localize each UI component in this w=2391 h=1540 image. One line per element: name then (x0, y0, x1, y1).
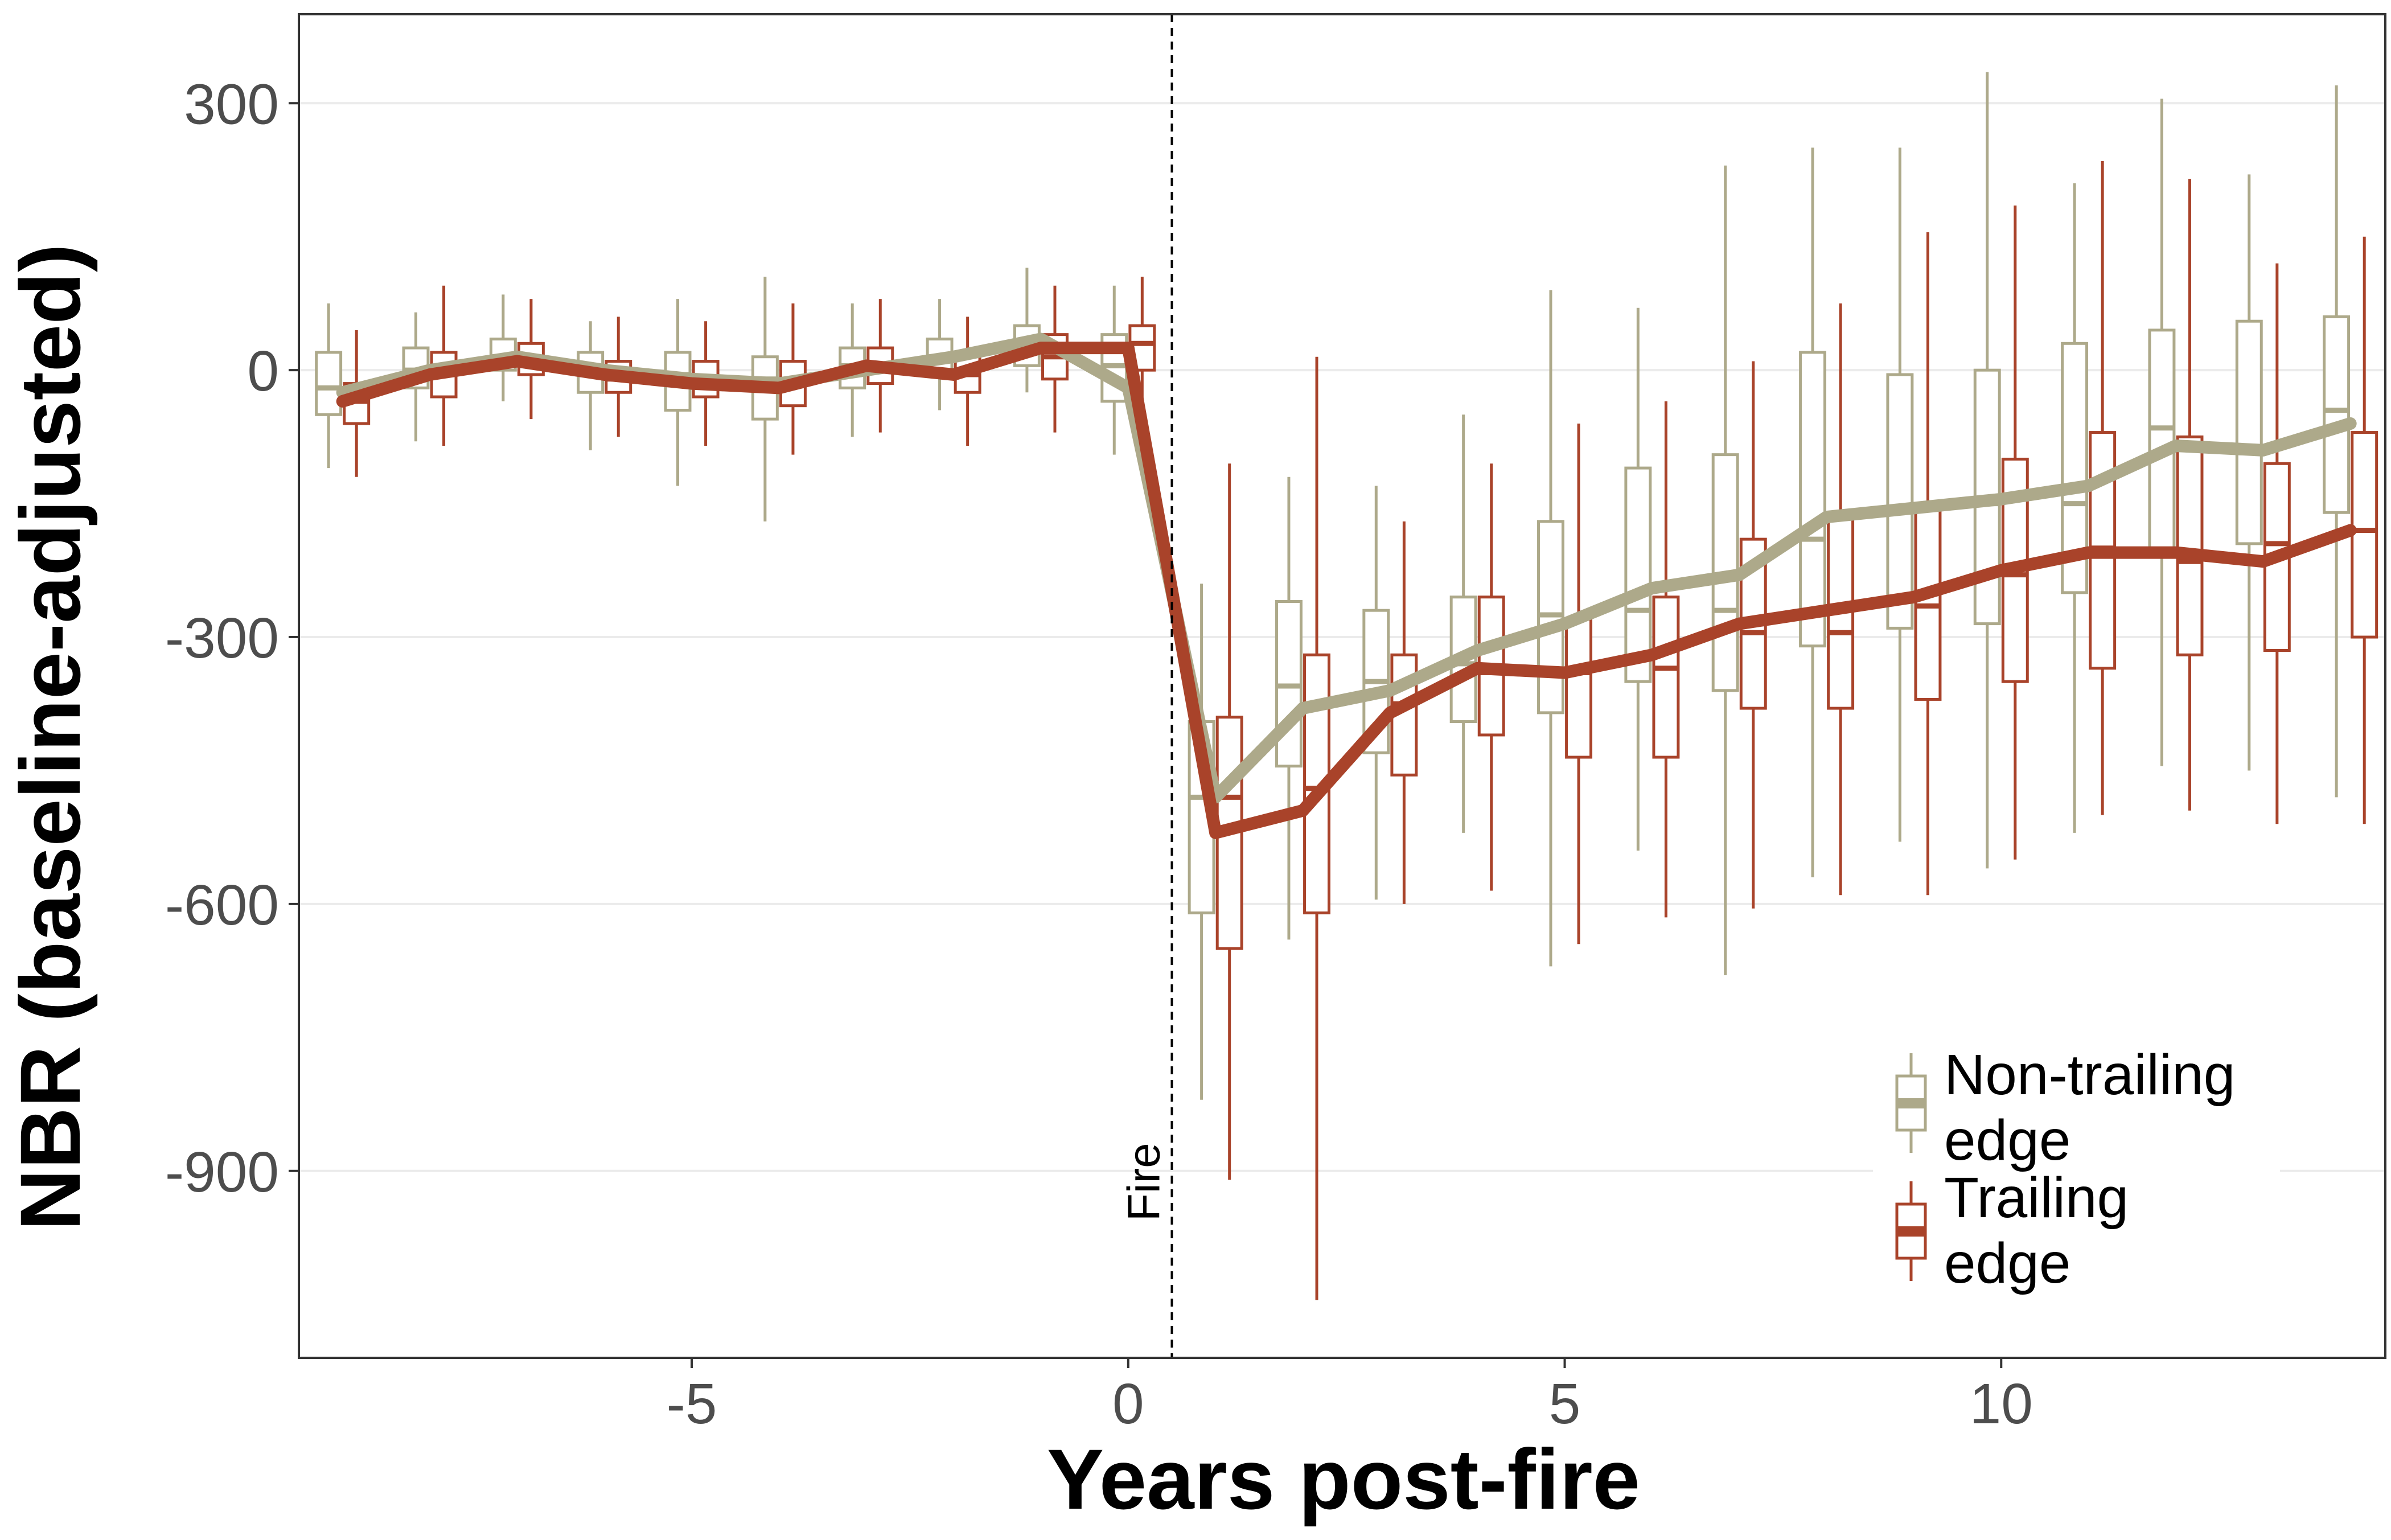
box-iqr (2176, 435, 2204, 656)
box-nontrailing-23 (2323, 85, 2351, 798)
y-tick-label-4: -900 (165, 1140, 279, 1204)
box-nontrailing-0 (315, 303, 343, 469)
y-tick-label-1: 0 (247, 339, 279, 403)
x-tick-label-0: -5 (667, 1372, 717, 1436)
box-iqr (2323, 315, 2351, 514)
x-tick-label-2: 5 (1549, 1372, 1581, 1436)
box-nontrailing-18 (1886, 147, 1914, 842)
box-plots (315, 72, 2378, 1300)
box-nontrailing-22 (2235, 174, 2263, 771)
box-iqr (2351, 431, 2378, 639)
box-iqr (2235, 319, 2263, 545)
plot-frame (298, 13, 2386, 1359)
box-nontrailing-17 (1799, 147, 1827, 878)
x-axis-title: Years post-fire (1047, 1431, 1640, 1527)
y-tick-label-3: -600 (165, 873, 279, 937)
legend-label-line1: Trailing (1944, 1166, 2129, 1230)
box-iqr (1652, 596, 1680, 759)
legend-background (1873, 1025, 2280, 1298)
y-axis-title: NBR (baseline-adjusted) (2, 244, 98, 1231)
box-iqr (1565, 618, 1593, 759)
box-iqr (1886, 373, 1914, 630)
box-trailing-15 (1652, 401, 1680, 918)
x-tick-label-3: 10 (1970, 1372, 2033, 1436)
box-nontrailing-15 (1624, 307, 1652, 851)
box-trailing-21 (2176, 179, 2204, 811)
y-tick-label-2: -300 (165, 606, 279, 670)
plot-border (298, 13, 2386, 1359)
box-nontrailing-14 (1537, 290, 1564, 967)
box-nontrailing-11 (1275, 477, 1303, 940)
box-trailing-9 (1128, 277, 1156, 420)
y-tick-label-0: 300 (184, 72, 279, 136)
series-lines (336, 332, 2357, 839)
fire-annotation: Fire (1118, 14, 1173, 1358)
box-trailing-14 (1565, 423, 1593, 944)
x-tick-label-1: 0 (1112, 1372, 1144, 1436)
box-iqr (1799, 351, 1827, 648)
fire-label: Fire (1118, 1143, 1169, 1221)
box-nontrailing-12 (1362, 486, 1390, 900)
box-iqr (315, 351, 343, 416)
box-iqr (1624, 466, 1652, 683)
box-trailing-23 (2351, 236, 2378, 824)
tick-labels: 300 0 -300 -600 -900 -5 0 5 10 (165, 72, 2033, 1436)
legend-label-line1: Non-trailing (1944, 1043, 2235, 1107)
legend-label-line2: edge (1944, 1231, 2070, 1295)
legend-label-line2: edge (1944, 1108, 2070, 1172)
series-line-trailing (336, 342, 2357, 839)
